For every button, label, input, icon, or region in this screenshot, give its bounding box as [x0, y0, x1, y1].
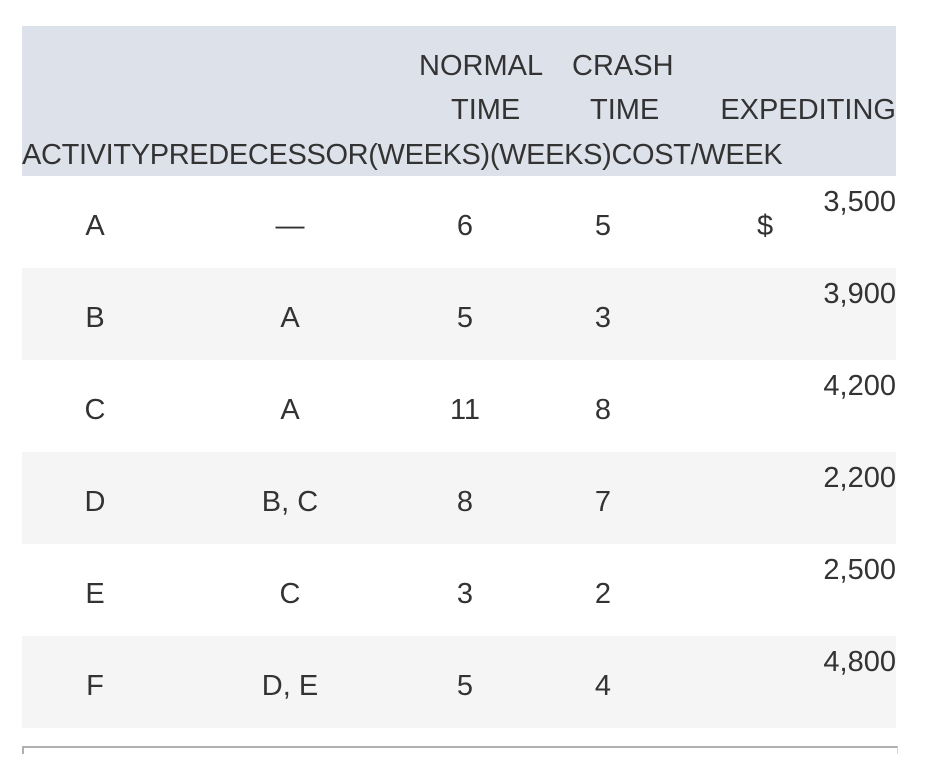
predecessor-cell: —: [275, 210, 305, 242]
normal-time-cell: 11: [449, 394, 481, 426]
table-row: A — 6 5 $ 3,500: [22, 176, 896, 268]
table-row: E C 3 2 2,500: [22, 544, 896, 636]
predecessor-cell: D, E: [261, 670, 319, 702]
horizontal-scrollbar[interactable]: [22, 746, 898, 754]
crash-time-cell: 7: [594, 486, 612, 518]
table-row: D B, C 8 7 2,200: [22, 452, 896, 544]
activity-table: NORMAL CRASH TIME TIME EXPEDITING ACTIVI…: [22, 26, 896, 728]
activity-cell: C: [84, 394, 106, 426]
crash-time-cell: 5: [594, 210, 612, 242]
predecessor-cell: B, C: [261, 486, 319, 518]
crash-time-cell: 4: [594, 670, 612, 702]
expediting-cost-cell: 3,500: [823, 186, 896, 218]
expediting-cost-cell: 2,200: [823, 462, 896, 494]
activity-cell: A: [85, 210, 105, 242]
normal-time-cell: 3: [456, 578, 474, 610]
header-columns-line3: ACTIVITYPREDECESSOR(WEEKS)(WEEKS)COST/WE…: [22, 139, 783, 171]
crash-time-cell: 3: [594, 302, 612, 334]
crash-time-cell: 8: [594, 394, 612, 426]
normal-time-cell: 5: [456, 302, 474, 334]
activity-cell: E: [85, 578, 105, 610]
predecessor-cell: A: [280, 302, 300, 334]
table-row: F D, E 5 4 4,800: [22, 636, 896, 728]
expediting-cost-cell: 4,200: [823, 370, 896, 402]
table-row: C A 11 8 4,200: [22, 360, 896, 452]
table-row: B A 5 3 3,900: [22, 268, 896, 360]
currency-symbol: $: [757, 210, 774, 242]
header-crash-line1: CRASH: [572, 50, 674, 82]
activity-cell: D: [84, 486, 106, 518]
crash-time-cell: 2: [594, 578, 612, 610]
expediting-cost-cell: 3,900: [823, 278, 896, 310]
header-normal-line1: NORMAL: [419, 50, 544, 82]
table-header: NORMAL CRASH TIME TIME EXPEDITING ACTIVI…: [22, 26, 896, 176]
predecessor-cell: C: [279, 578, 301, 610]
header-crash-line2: TIME: [590, 94, 660, 126]
predecessor-cell: A: [280, 394, 300, 426]
normal-time-cell: 8: [456, 486, 474, 518]
activity-cell: F: [86, 670, 104, 702]
expediting-cost-cell: 4,800: [823, 646, 896, 678]
header-expediting-line2: EXPEDITING: [720, 94, 896, 126]
header-normal-line2: TIME: [451, 94, 521, 126]
normal-time-cell: 6: [456, 210, 474, 242]
normal-time-cell: 5: [456, 670, 474, 702]
expediting-cost-cell: 2,500: [823, 554, 896, 586]
activity-cell: B: [85, 302, 105, 334]
